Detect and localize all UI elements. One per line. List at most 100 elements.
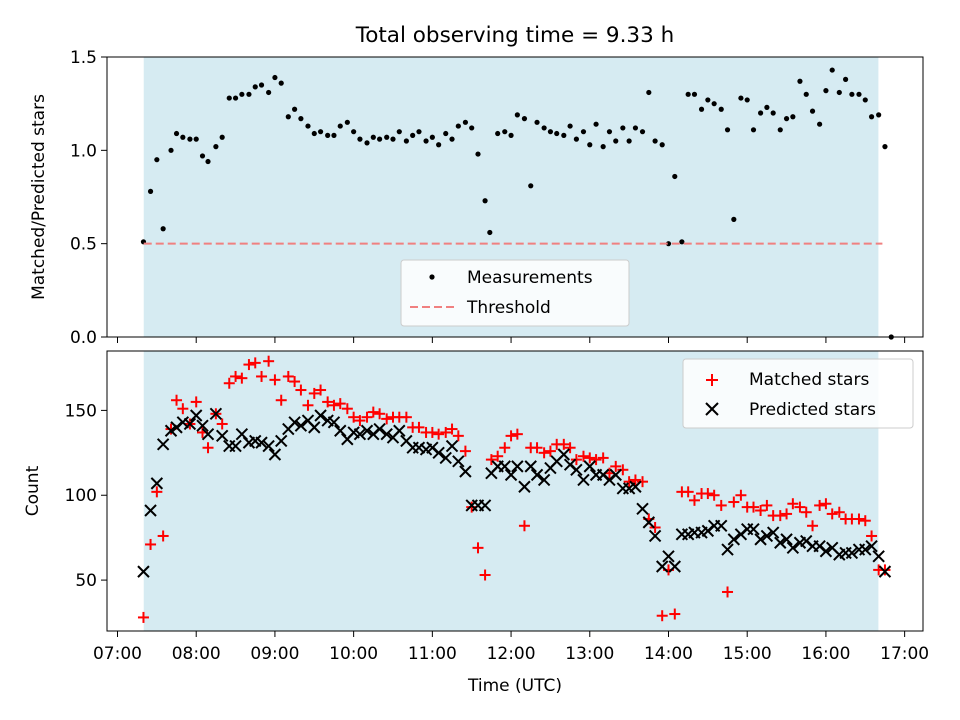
- predicted-star-point: [524, 460, 537, 473]
- legend-predicted-label: Predicted stars: [749, 400, 876, 420]
- predicted-star-point: [557, 448, 571, 461]
- matched-star-point: [833, 506, 845, 518]
- predicted-star-point: [577, 473, 590, 487]
- predicted-star-point: [498, 460, 511, 473]
- measurement-point: [487, 229, 493, 236]
- matched-star-point: [282, 370, 294, 382]
- y-tick-label: 50: [75, 571, 97, 591]
- matched-star-point: [440, 426, 452, 438]
- predicted-star-point: [215, 429, 229, 443]
- measurement-point: [803, 91, 809, 97]
- matched-star-point: [722, 586, 734, 598]
- measurement-point: [364, 140, 370, 146]
- measurement-point: [672, 173, 678, 180]
- measurement-point: [239, 91, 245, 97]
- predicted-star-point: [655, 560, 669, 573]
- matched-star-point: [761, 499, 773, 511]
- matched-star-point: [558, 438, 570, 450]
- matched-star-point: [263, 355, 275, 367]
- measurement-point: [205, 158, 211, 165]
- matched-star-point: [800, 506, 812, 518]
- predicted-star-point: [859, 543, 872, 556]
- measurement-point: [691, 91, 698, 97]
- measurement-point: [613, 138, 619, 144]
- measurement-point: [770, 110, 776, 116]
- measurement-point: [396, 129, 402, 135]
- measurement-point: [377, 136, 383, 142]
- predicted-star-point: [872, 550, 885, 563]
- predicted-star-point: [164, 424, 178, 437]
- measurement-point: [469, 125, 475, 131]
- measurement-point: [842, 76, 849, 82]
- x-tick-label: 10:00: [329, 644, 378, 664]
- measurement-point: [193, 136, 199, 142]
- matched-star-point: [269, 374, 281, 386]
- measurement-point: [443, 130, 449, 137]
- matched-star-point: [223, 377, 235, 389]
- matched-star-point: [708, 489, 720, 501]
- matched-star-point: [807, 520, 819, 532]
- matched-star-point: [879, 564, 891, 576]
- matched-star-point: [145, 538, 157, 550]
- measurement-point: [482, 198, 488, 204]
- measurement-point: [600, 144, 606, 150]
- predicted-star-point: [432, 446, 445, 460]
- matched-star-point: [590, 454, 602, 466]
- measurement-point: [639, 129, 646, 135]
- measurement-point: [632, 125, 639, 131]
- predicted-star-point: [201, 427, 215, 441]
- matched-star-point: [505, 430, 517, 442]
- measurement-point: [449, 136, 455, 142]
- matched-star-point: [682, 486, 694, 498]
- matched-star-point: [295, 384, 307, 396]
- measurement-point: [337, 123, 343, 129]
- predicted-star-point: [530, 468, 544, 482]
- predicted-star-point: [459, 465, 472, 478]
- matched-star-point: [315, 384, 327, 396]
- matched-star-point: [499, 442, 511, 454]
- matched-star-point: [538, 447, 550, 459]
- measurement-point: [305, 123, 311, 129]
- matched-star-point: [518, 520, 530, 532]
- bottom-y-ticks: 50 100 150: [65, 401, 107, 591]
- measurement-point: [416, 129, 422, 135]
- measurement-point: [823, 88, 829, 94]
- measurement-point: [232, 95, 239, 101]
- legend-measurements-label: Measurements: [467, 268, 593, 288]
- measurement-point: [724, 127, 731, 133]
- matched-star-point: [400, 411, 412, 423]
- measurement-point: [817, 121, 823, 127]
- matched-star-point: [649, 521, 661, 533]
- measurement-point: [876, 112, 882, 118]
- measurement-point: [868, 114, 875, 120]
- measurement-point: [626, 138, 632, 144]
- measurement-point: [311, 130, 317, 137]
- matched-star-point: [367, 406, 379, 418]
- matched-star-point: [452, 430, 464, 442]
- measurement-point: [534, 119, 540, 125]
- measurement-point: [514, 112, 520, 118]
- predicted-star-point: [176, 416, 190, 429]
- matched-star-point: [472, 542, 484, 554]
- measurement-point: [547, 129, 554, 135]
- bottom-legend-box: [682, 358, 914, 429]
- predicted-star-point: [766, 526, 780, 539]
- matched-star-point: [492, 450, 504, 462]
- matched-star-point: [814, 499, 826, 511]
- measurement-point: [790, 114, 796, 120]
- matched-star-point: [171, 394, 183, 406]
- predicted-star-point: [294, 419, 308, 432]
- measurement-point: [528, 183, 534, 189]
- matched-star-point: [177, 403, 189, 415]
- bottom-axes-frame: [106, 350, 924, 632]
- measurement-point: [541, 125, 547, 131]
- measurement-point: [180, 134, 186, 140]
- predicted-star-point: [452, 455, 465, 468]
- measurement-point: [652, 138, 658, 144]
- matched-star-point: [322, 396, 334, 408]
- measurement-point: [160, 226, 166, 232]
- measurement-point: [357, 136, 363, 142]
- predicted-star-point: [537, 473, 551, 487]
- predicted-star-point: [209, 407, 223, 420]
- predicted-star-point: [629, 480, 642, 493]
